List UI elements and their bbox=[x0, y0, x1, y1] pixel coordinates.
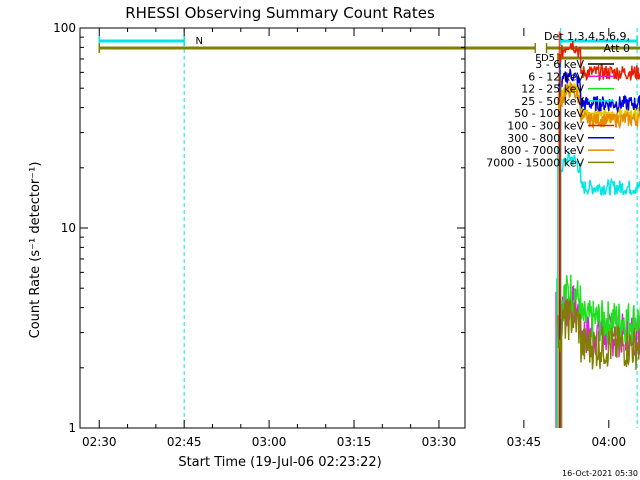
legend-header: Att 0 bbox=[604, 42, 630, 55]
series-line bbox=[557, 274, 640, 343]
legend-label: 6 - 12 keV bbox=[528, 70, 584, 83]
legend-label: 100 - 300 keV bbox=[507, 120, 584, 133]
x-tick-label: 03:00 bbox=[252, 435, 287, 449]
legend-label: 12 - 25 keV bbox=[521, 83, 584, 96]
series-line bbox=[557, 81, 640, 130]
bar-label: FD5 bbox=[535, 53, 555, 64]
x-tick-label: 03:45 bbox=[507, 435, 542, 449]
series-line bbox=[557, 40, 640, 82]
y-tick-label: 100 bbox=[53, 21, 76, 35]
series-line bbox=[557, 68, 640, 114]
series-line bbox=[557, 151, 640, 196]
bar-label: N bbox=[196, 36, 203, 47]
y-axis-label: Count Rate (s⁻¹ detector⁻¹) bbox=[28, 162, 43, 339]
legend-label: 50 - 100 keV bbox=[514, 107, 584, 120]
x-tick-label: 03:15 bbox=[337, 435, 372, 449]
legend-header: Det 1,3,4,5,6,9, bbox=[544, 30, 630, 43]
series-line bbox=[557, 298, 640, 370]
y-tick-label: 10 bbox=[61, 221, 76, 235]
x-axis-label: Start Time (19-Jul-06 02:23:22) bbox=[178, 455, 381, 470]
legend-label: 25 - 50 keV bbox=[521, 95, 584, 108]
x-tick-label: 03:30 bbox=[422, 435, 457, 449]
plot-frame bbox=[79, 27, 466, 429]
x-tick-label: 02:30 bbox=[82, 435, 117, 449]
legend-label: 300 - 800 keV bbox=[507, 132, 584, 145]
legend-label: 7000 - 15000 keV bbox=[486, 156, 584, 169]
legend-label: 3 - 6 keV bbox=[535, 58, 584, 71]
chart-title: RHESSI Observing Summary Count Rates bbox=[125, 4, 435, 22]
x-tick-label: 02:45 bbox=[167, 435, 202, 449]
footer-date: 16-Oct-2021 05:30 bbox=[562, 469, 638, 478]
y-tick-label: 1 bbox=[68, 421, 76, 435]
legend-label: 800 - 7000 keV bbox=[500, 144, 584, 157]
x-tick-label: 04:00 bbox=[592, 435, 627, 449]
